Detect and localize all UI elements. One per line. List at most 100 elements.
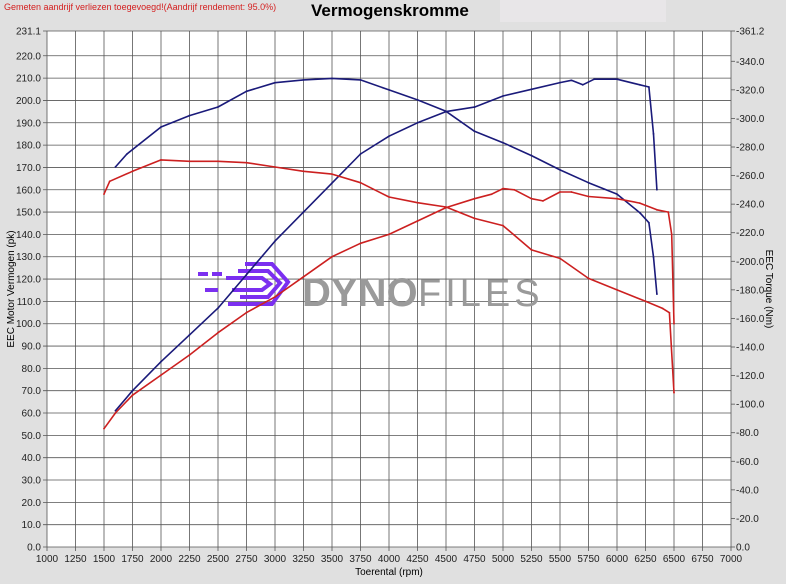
x-tick-label: 6250: [634, 554, 657, 565]
y-tick-label: 210.0: [16, 74, 41, 85]
data-point: [648, 221, 650, 224]
data-point: [473, 130, 476, 133]
x-tick-label: 7000: [720, 554, 743, 565]
data-point: [667, 211, 670, 213]
dynofiles-logo-icon: [226, 262, 291, 306]
x-tick-label: 5250: [520, 554, 543, 565]
data-point: [445, 206, 447, 208]
y2-tick-label: -240.0: [736, 200, 765, 211]
y2-tick-label: -100.0: [736, 400, 765, 411]
y-tick-label: 200.0: [16, 96, 41, 107]
data-point: [114, 166, 117, 168]
data-point: [668, 311, 671, 314]
y-tick-label: 40.0: [22, 453, 42, 464]
data-point: [502, 187, 504, 190]
y-tick-label: 150.0: [16, 208, 41, 219]
data-point: [661, 307, 664, 310]
data-point: [388, 135, 390, 138]
data-point: [217, 307, 219, 309]
data-point: [302, 211, 305, 213]
data-point: [652, 256, 655, 258]
data-point: [274, 166, 276, 168]
data-point: [502, 224, 504, 227]
logo-text-light: FILES: [418, 273, 544, 315]
x-tick-label: 5500: [549, 554, 572, 565]
data-point: [359, 153, 362, 155]
data-point: [473, 106, 476, 109]
data-point: [388, 196, 390, 198]
data-point: [656, 293, 658, 296]
data-point: [587, 181, 590, 184]
data-point: [217, 331, 219, 334]
x-tick-label: 3000: [264, 554, 287, 565]
data-point: [302, 78, 305, 81]
data-point: [638, 202, 641, 205]
y2-axis-label: EEC Torque (Nm): [763, 250, 774, 329]
data-point: [473, 217, 476, 220]
x-tick-label: 2250: [178, 554, 201, 565]
data-point: [416, 121, 419, 124]
x-tick-label: 3250: [292, 554, 315, 565]
x-tick-label: 6000: [606, 554, 629, 565]
data-point: [559, 191, 561, 193]
data-point: [656, 208, 658, 211]
data-point: [188, 354, 191, 356]
y-tick-label: 80.0: [22, 364, 42, 375]
data-point: [114, 409, 117, 412]
data-point: [160, 126, 162, 128]
data-point: [103, 193, 105, 196]
data-point: [616, 288, 618, 291]
data-point: [502, 95, 504, 97]
data-point: [648, 86, 650, 88]
y2-tick-label: -180.0: [736, 285, 765, 296]
y2-tick-label: -340.0: [736, 57, 765, 68]
data-point: [131, 389, 134, 392]
logo-speed-lines-icon: [198, 272, 222, 292]
y-tick-label: 70.0: [22, 386, 42, 397]
data-point: [656, 188, 658, 191]
data-point: [125, 153, 128, 156]
data-point: [160, 158, 162, 161]
data-point: [245, 273, 248, 276]
data-point: [331, 255, 333, 258]
data-point: [530, 248, 533, 251]
data-point: [445, 110, 447, 113]
x-tick-label: 4750: [463, 554, 486, 565]
y2-tick-label: -60.0: [736, 457, 759, 468]
data-point: [616, 197, 618, 200]
data-point: [581, 83, 584, 86]
data-point: [530, 197, 533, 200]
y-tick-label: 190.0: [16, 118, 41, 129]
y-tick-label: 30.0: [22, 476, 42, 487]
data-point: [388, 88, 390, 91]
y-tick-label: 10.0: [22, 520, 42, 531]
data-point: [103, 427, 105, 430]
y-tick-label: 160.0: [16, 185, 41, 196]
y-tick-label: 50.0: [22, 431, 42, 442]
y-tick-label: 130.0: [16, 252, 41, 263]
data-point: [188, 114, 191, 117]
y-tick-label: 90.0: [22, 342, 42, 353]
y2-tick-label: -260.0: [736, 171, 765, 182]
data-point: [274, 296, 276, 298]
y2-tick-label: -200.0: [736, 257, 765, 268]
data-point: [274, 240, 276, 243]
x-tick-label: 2750: [235, 554, 258, 565]
data-point: [108, 180, 111, 183]
logo-text-bold: DYNO: [302, 271, 418, 315]
data-point: [616, 193, 618, 196]
data-point: [245, 311, 248, 314]
data-point: [570, 79, 573, 82]
y2-tick-label: -220.0: [736, 228, 765, 239]
data-point: [188, 160, 191, 163]
data-point: [245, 90, 248, 93]
data-point: [559, 81, 561, 84]
data-point: [331, 77, 333, 80]
data-point: [359, 242, 362, 245]
x-tick-label: 3500: [321, 554, 344, 565]
y2-tick-label: -120.0: [736, 371, 765, 382]
x-tick-label: 1500: [93, 554, 116, 565]
data-point: [160, 374, 162, 376]
y2-tick-label: -160.0: [736, 314, 765, 325]
